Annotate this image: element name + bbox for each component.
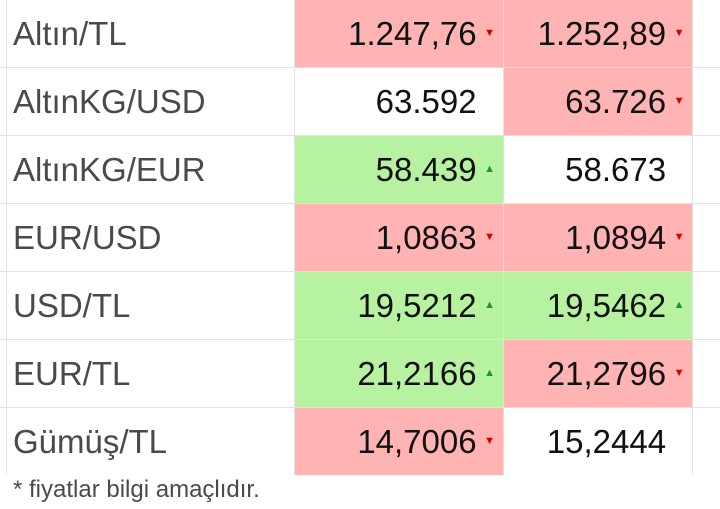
table-row[interactable]: Gümüş/TL 14,7006 ▼ 15,2444▼	[0, 407, 720, 475]
buy-rate-cell: 14,7006 ▼	[294, 408, 503, 475]
table-row[interactable]: EUR/USD 1,0863 ▼ 1,0894 ▼	[0, 203, 720, 271]
row-left-edge	[0, 204, 7, 271]
currency-pair-name: EUR/TL	[12, 354, 131, 392]
row-right-edge	[692, 272, 720, 339]
row-right-edge	[692, 68, 720, 135]
currency-pair-name: Gümüş/TL	[12, 422, 168, 460]
buy-rate-value: 58.439	[375, 150, 477, 188]
currency-pair-name: EUR/USD	[12, 218, 162, 256]
rates-rows: Altın/TL 1.247,76 ▼ 1.252,89 ▼ AltınKG/USD 63.…	[0, 0, 720, 475]
buy-rate-value: 14,7006	[357, 422, 477, 460]
row-right-edge	[692, 0, 720, 67]
row-right-edge	[692, 408, 720, 475]
buy-rate-value: 21,2166	[357, 354, 477, 392]
sell-rate-value: 1.252,89	[537, 14, 667, 52]
table-row[interactable]: USD/TL 19,5212 ▲ 19,5462 ▲	[0, 271, 720, 339]
triangle-up-icon: ▲	[484, 367, 496, 379]
triangle-down-icon: ▼	[673, 367, 685, 379]
triangle-up-icon: ▲	[673, 299, 685, 311]
sell-rate-cell: 15,2444▼	[502, 408, 693, 475]
currency-pair-name: Altın/TL	[12, 14, 127, 52]
triangle-down-icon: ▼	[484, 231, 496, 243]
table-row[interactable]: Altın/TL 1.247,76 ▼ 1.252,89 ▼	[0, 0, 720, 67]
row-left-edge	[0, 272, 7, 339]
buy-rate-value: 63.592	[375, 82, 477, 120]
buy-rate-cell: 19,5212 ▲	[294, 272, 503, 339]
row-right-edge	[692, 340, 720, 407]
buy-rate-value: 19,5212	[357, 286, 477, 324]
sell-rate-value: 21,2796	[546, 354, 667, 392]
triangle-down-icon: ▼	[673, 95, 685, 107]
row-left-edge	[0, 408, 7, 475]
sell-rate-cell: 21,2796 ▼	[502, 340, 693, 407]
buy-rate-cell: 21,2166 ▲	[294, 340, 503, 407]
table-row[interactable]: AltınKG/USD 63.592▼ 63.726 ▼	[0, 67, 720, 135]
currency-pair-name: USD/TL	[12, 286, 131, 324]
triangle-down-icon: ▼	[484, 435, 496, 447]
buy-rate-value: 1.247,76	[348, 14, 477, 52]
sell-rate-cell: 63.726 ▼	[502, 68, 693, 135]
buy-rate-value: 1,0863	[375, 218, 477, 256]
currency-pair-name: AltınKG/EUR	[12, 150, 206, 188]
table-row[interactable]: EUR/TL 21,2166 ▲ 21,2796 ▼	[0, 339, 720, 407]
sell-rate-cell: 58.673▼	[502, 136, 693, 203]
sell-rate-value: 15,2444	[546, 422, 667, 460]
buy-rate-cell: 63.592▼	[294, 68, 503, 135]
sell-rate-value: 63.726	[565, 82, 667, 120]
row-left-edge	[0, 0, 7, 67]
sell-rate-cell: 1.252,89 ▼	[502, 0, 693, 67]
sell-rate-value: 58.673	[565, 150, 667, 188]
triangle-down-icon: ▼	[673, 231, 685, 243]
table-row[interactable]: AltınKG/EUR 58.439 ▲ 58.673▼	[0, 135, 720, 203]
sell-rate-value: 1,0894	[565, 218, 667, 256]
row-left-edge	[0, 136, 7, 203]
buy-rate-cell: 1,0863 ▼	[294, 204, 503, 271]
sell-rate-value: 19,5462	[546, 286, 667, 324]
disclaimer-footnote: * fiyatlar bilgi amaçlıdır.	[13, 476, 260, 503]
triangle-up-icon: ▲	[484, 299, 496, 311]
row-right-edge	[692, 204, 720, 271]
buy-rate-cell: 1.247,76 ▼	[294, 0, 503, 67]
sell-rate-cell: 19,5462 ▲	[502, 272, 693, 339]
triangle-down-icon: ▼	[484, 27, 496, 39]
row-left-edge	[0, 340, 7, 407]
row-left-edge	[0, 68, 7, 135]
row-right-edge	[692, 136, 720, 203]
currency-pair-name: AltınKG/USD	[12, 82, 206, 120]
triangle-down-icon: ▼	[673, 27, 685, 39]
buy-rate-cell: 58.439 ▲	[294, 136, 503, 203]
sell-rate-cell: 1,0894 ▼	[502, 204, 693, 271]
currency-rates-table: Altın/TL 1.247,76 ▼ 1.252,89 ▼ AltınKG/USD 63.…	[0, 0, 720, 475]
triangle-up-icon: ▲	[484, 163, 496, 175]
